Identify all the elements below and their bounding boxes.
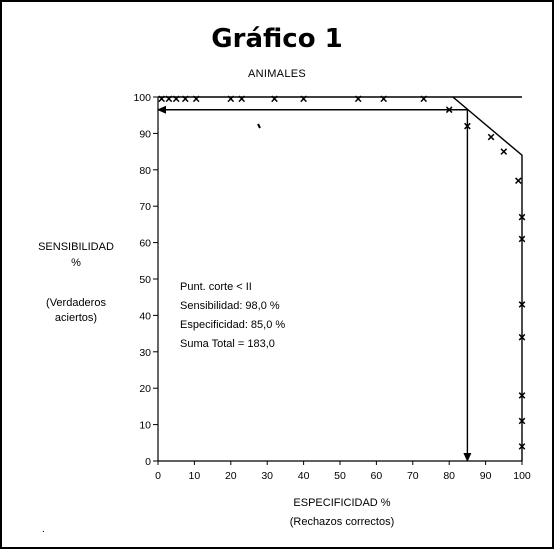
y-tick-label: 80 xyxy=(139,165,151,177)
y-axis-label: SENSIBILIDAD xyxy=(38,241,114,253)
x-axis-sublabel: (Rechazos correctos) xyxy=(289,516,395,528)
data-point xyxy=(158,95,165,103)
data-point xyxy=(518,301,526,308)
y-tick-label: 60 xyxy=(139,238,151,250)
y-tick-label: 70 xyxy=(139,201,151,213)
data-point xyxy=(464,122,471,130)
x-tick-label: 70 xyxy=(407,470,419,482)
cutoff-annotation: Punt. corte < II Sensibilidad: 98,0 % Es… xyxy=(180,278,285,354)
y-tick-label: 20 xyxy=(139,383,151,395)
y-tick-label: 100 xyxy=(133,92,151,104)
y-tick-label: 90 xyxy=(139,128,151,140)
x-axis-label: ESPECIFICIDAD % xyxy=(293,497,391,509)
y-tick-label: 50 xyxy=(139,274,151,286)
y-tick-label: 10 xyxy=(139,420,151,432)
data-point xyxy=(238,95,246,103)
y-axis-sublabel-1: (Verdaderos xyxy=(46,297,106,309)
x-tick-label: 0 xyxy=(155,470,161,482)
annotation-sensitivity: Sensibilidad: 98,0 % xyxy=(180,300,280,312)
x-tick-label: 10 xyxy=(189,470,201,482)
x-tick-label: 100 xyxy=(513,470,531,482)
annotation-total: Suma Total = 183,0 xyxy=(180,338,275,350)
data-point xyxy=(518,392,526,399)
data-point xyxy=(487,133,495,141)
data-point xyxy=(380,95,388,103)
data-point xyxy=(420,95,428,103)
x-tick-label: 50 xyxy=(334,470,346,482)
annotation-specificity: Especificidad: 85,0 % xyxy=(180,319,286,331)
y-axis-sublabel-2: aciertos) xyxy=(54,312,98,324)
data-point xyxy=(518,213,526,221)
chart-subtitle: ANIMALES xyxy=(247,68,307,80)
data-point xyxy=(500,148,508,155)
x-tick-label: 80 xyxy=(443,470,455,482)
x-tick-label: 40 xyxy=(298,470,310,482)
footer-mark: . xyxy=(42,524,45,535)
data-point xyxy=(172,95,180,103)
data-point xyxy=(165,95,173,103)
y-tick-label: 40 xyxy=(139,310,151,322)
x-tick-label: 90 xyxy=(480,470,492,482)
x-tick-label: 60 xyxy=(371,470,383,482)
data-point xyxy=(271,95,278,103)
stray-mark xyxy=(257,123,261,129)
data-point xyxy=(445,106,453,114)
x-tick-label: 20 xyxy=(225,470,237,482)
data-point xyxy=(515,177,522,185)
y-axis-unit: % xyxy=(71,257,81,269)
data-point xyxy=(227,95,235,103)
data-point xyxy=(518,235,526,243)
data-point xyxy=(518,443,526,450)
data-point xyxy=(181,95,189,103)
data-point xyxy=(518,333,526,341)
data-point xyxy=(518,417,526,425)
data-point xyxy=(300,95,307,103)
y-tick-label: 30 xyxy=(139,347,151,359)
x-tick-label: 30 xyxy=(261,470,273,482)
chart-title: Gráfico 1 xyxy=(211,24,343,54)
data-point xyxy=(192,95,200,103)
y-tick-label: 0 xyxy=(145,456,151,468)
annotation-cutoff: Punt. corte < II xyxy=(180,281,252,293)
data-point xyxy=(354,95,362,103)
